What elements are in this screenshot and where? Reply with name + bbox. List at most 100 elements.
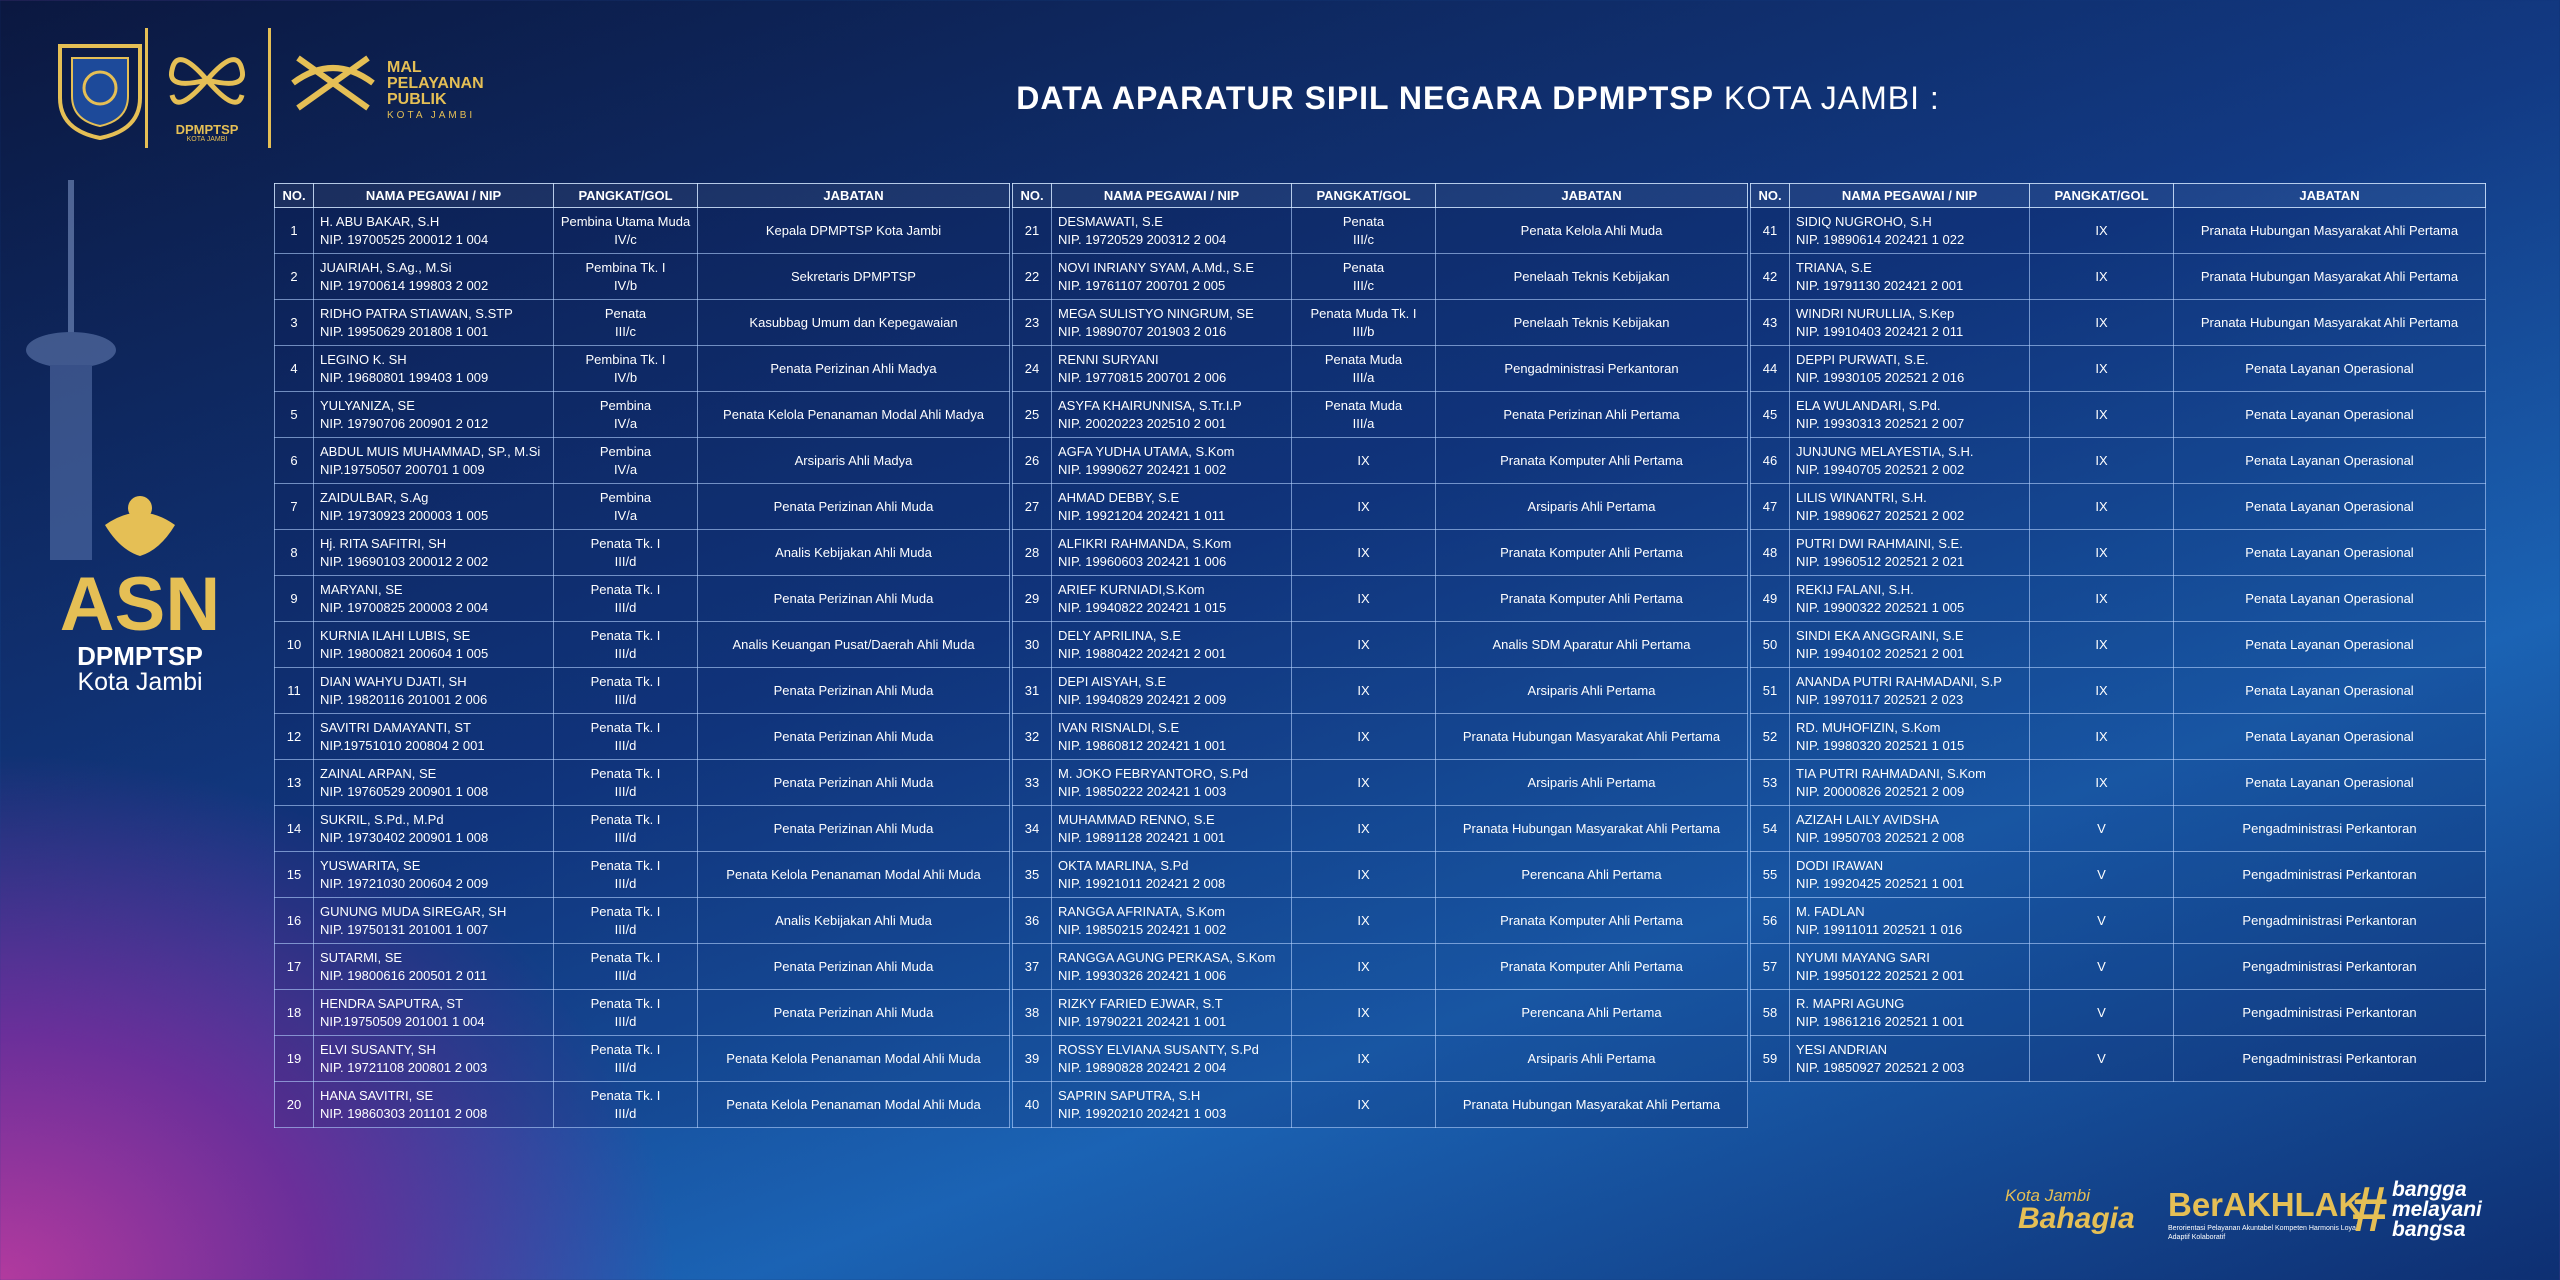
employee-nip: NIP. 19860812 202421 1 001 bbox=[1058, 737, 1227, 753]
employee-name: TRIANA, S.E bbox=[1796, 259, 1872, 275]
employee-nip: NIP. 19790221 202421 1 001 bbox=[1058, 1013, 1227, 1029]
employee-nip: NIP. 19890707 201903 2 016 bbox=[1058, 323, 1227, 339]
rank-line: IX bbox=[1357, 774, 1370, 790]
employee-name: R. MAPRI AGUNG bbox=[1796, 995, 1905, 1011]
rank-line: IX bbox=[2095, 498, 2108, 514]
rank-line: V bbox=[2097, 866, 2106, 882]
row-number: 13 bbox=[274, 759, 314, 806]
asn-text: ASN bbox=[59, 562, 221, 647]
employee-nip: NIP. 19910403 202421 2 011 bbox=[1796, 323, 1964, 339]
rank-cell: IX bbox=[1291, 1081, 1436, 1128]
staff-row: 33 M. JOKO FEBRYANTORO, S.Pd NIP. 19850222… bbox=[1012, 759, 1748, 806]
rank-line: Penata Tk. I bbox=[590, 719, 661, 735]
row-number: 26 bbox=[1012, 437, 1052, 484]
mpp-line: PUBLIK bbox=[387, 91, 447, 108]
employee-name: SAVITRI DAMAYANTI, ST bbox=[320, 719, 471, 735]
rank-line: IV/b bbox=[613, 277, 638, 293]
rank-line: Penata Tk. I bbox=[590, 535, 661, 551]
name-cell: TIA PUTRI RAHMADANI, S.Kom NIP. 20000826 … bbox=[1789, 759, 2030, 806]
position-cell: Pengadministrasi Perkantoran bbox=[2173, 989, 2486, 1036]
staff-table: NO. NAMA PEGAWAI / NIP PANGKAT/GOL JABATAN 2… bbox=[1012, 183, 1748, 1128]
name-cell: MUHAMMAD RENNO, S.E NIP. 19891128 202421 … bbox=[1051, 805, 1292, 852]
employee-nip: NIP. 19850222 202421 1 003 bbox=[1058, 783, 1227, 799]
rank-line: IX bbox=[2095, 590, 2108, 606]
rank-line: III/a bbox=[1352, 415, 1375, 431]
rank-line: V bbox=[2097, 912, 2106, 928]
employee-name: YULYANIZA, SE bbox=[320, 397, 415, 413]
rank-cell: Pembina IV/a bbox=[553, 391, 698, 438]
employee-nip: NIP. 19760529 200901 1 008 bbox=[320, 783, 489, 799]
rank-line: IX bbox=[1357, 958, 1370, 974]
rank-line: IX bbox=[2095, 452, 2108, 468]
employee-nip: NIP. 19920425 202521 1 001 bbox=[1796, 875, 1965, 891]
employee-name: KURNIA ILAHI LUBIS, SE bbox=[320, 627, 471, 643]
staff-row: 15 YUSWARITA, SE NIP. 19721030 200604 2 00… bbox=[274, 851, 1010, 898]
position-cell: Penelaah Teknis Kebijakan bbox=[1435, 253, 1748, 300]
row-number: 38 bbox=[1012, 989, 1052, 1036]
staff-row: 12 SAVITRI DAMAYANTI, ST NIP.19751010 2008… bbox=[274, 713, 1010, 760]
row-number: 42 bbox=[1750, 253, 1790, 300]
position-cell: Pranata Komputer Ahli Pertama bbox=[1435, 943, 1748, 990]
employee-nip: NIP. 19890828 202421 2 004 bbox=[1058, 1059, 1227, 1075]
row-number: 43 bbox=[1750, 299, 1790, 346]
name-cell: DEPPI PURWATI, S.E. NIP. 19930105 202521 … bbox=[1789, 345, 2030, 392]
employee-name: GUNUNG MUDA SIREGAR, SH bbox=[320, 903, 507, 919]
staff-row: 41 SIDIQ NUGROHO, S.H NIP. 19890614 202421… bbox=[1750, 207, 2486, 254]
staff-row: 47 LILIS WINANTRI, S.H. NIP. 19890627 2025… bbox=[1750, 483, 2486, 530]
employee-name: DELY APRILINA, S.E bbox=[1058, 627, 1182, 643]
position-cell: Pranata Hubungan Masyarakat Ahli Pertama bbox=[1435, 1081, 1748, 1128]
row-number: 41 bbox=[1750, 207, 1790, 254]
rank-cell: V bbox=[2029, 943, 2174, 990]
employee-name: IVAN RISNALDI, S.E bbox=[1058, 719, 1180, 735]
position-cell: Pranata Komputer Ahli Pertama bbox=[1435, 575, 1748, 622]
name-cell: YUSWARITA, SE NIP. 19721030 200604 2 009 bbox=[313, 851, 554, 898]
name-cell: WINDRI NURULLIA, S.Kep NIP. 19910403 2024… bbox=[1789, 299, 2030, 346]
name-cell: PUTRI DWI RAHMAINI, S.E. NIP. 19960512 20… bbox=[1789, 529, 2030, 576]
position-cell: Penata Layanan Operasional bbox=[2173, 391, 2486, 438]
rank-line: Penata Tk. I bbox=[590, 903, 661, 919]
berakhlak-sub: Berorientasi Pelayanan Akuntabel Kompete… bbox=[2168, 1225, 2358, 1241]
employee-nip: NIP. 19921011 202421 2 008 bbox=[1058, 875, 1226, 891]
row-number: 6 bbox=[274, 437, 314, 484]
position-cell: Penata Perizinan Ahli Muda bbox=[697, 805, 1010, 852]
staff-row: 44 DEPPI PURWATI, S.E. NIP. 19930105 20252… bbox=[1750, 345, 2486, 392]
employee-nip: NIP. 19860303 201101 2 008 bbox=[320, 1105, 488, 1121]
column-header: PANGKAT/GOL bbox=[2029, 183, 2174, 208]
rank-line: Pembina bbox=[599, 489, 652, 505]
rank-cell: Penata Tk. I III/d bbox=[553, 621, 698, 668]
rank-line: III/d bbox=[614, 1013, 637, 1029]
employee-name: RD. MUHOFIZIN, S.Kom bbox=[1796, 719, 1941, 735]
name-cell: ROSSY ELVIANA SUSANTY, S.Pd NIP. 19890828… bbox=[1051, 1035, 1292, 1082]
staff-row: 6 ABDUL MUIS MUHAMMAD, SP., M.Si NIP.19750… bbox=[274, 437, 1010, 484]
rank-line: Pembina Tk. I bbox=[585, 259, 666, 275]
position-cell: Pengadministrasi Perkantoran bbox=[2173, 851, 2486, 898]
employee-nip: NIP. 19700825 200003 2 004 bbox=[320, 599, 489, 615]
employee-name: WINDRI NURULLIA, S.Kep bbox=[1796, 305, 1955, 321]
position-cell: Penata Layanan Operasional bbox=[2173, 345, 2486, 392]
employee-name: ELVI SUSANTY, SH bbox=[320, 1041, 436, 1057]
employee-name: DEPI AISYAH, S.E bbox=[1058, 673, 1167, 689]
rank-cell: Pembina IV/a bbox=[553, 437, 698, 484]
rank-cell: Penata Tk. I III/d bbox=[553, 713, 698, 760]
name-cell: DIAN WAHYU DJATI, SH NIP. 19820116 201001… bbox=[313, 667, 554, 714]
name-cell: DODI IRAWAN NIP. 19920425 202521 1 001 bbox=[1789, 851, 2030, 898]
employee-name: Hj. RITA SAFITRI, SH bbox=[320, 535, 447, 551]
rank-cell: Penata Tk. I III/d bbox=[553, 575, 698, 622]
position-cell: Penata Layanan Operasional bbox=[2173, 667, 2486, 714]
employee-nip: NIP. 19890614 202421 1 022 bbox=[1796, 231, 1965, 247]
rank-line: IX bbox=[1357, 728, 1370, 744]
position-cell: Pranata Komputer Ahli Pertama bbox=[1435, 437, 1748, 484]
position-cell: Analis Kebijakan Ahli Muda bbox=[697, 897, 1010, 944]
name-cell: KURNIA ILAHI LUBIS, SE NIP. 19800821 2006… bbox=[313, 621, 554, 668]
staff-row: 30 DELY APRILINA, S.E NIP. 19880422 202421… bbox=[1012, 621, 1748, 668]
row-number: 4 bbox=[274, 345, 314, 392]
position-cell: Pranata Hubungan Masyarakat Ahli Pertama bbox=[1435, 805, 1748, 852]
rank-cell: Penata Muda III/a bbox=[1291, 391, 1436, 438]
staff-row: 56 M. FADLAN NIP. 19911011 202521 1 016 V Pe… bbox=[1750, 897, 2486, 944]
row-number: 16 bbox=[274, 897, 314, 944]
employee-name: REKIJ FALANI, S.H. bbox=[1796, 581, 1914, 597]
employee-nip: NIP. 19690103 200012 2 002 bbox=[320, 553, 489, 569]
rank-line: IX bbox=[1357, 912, 1370, 928]
name-cell: ABDUL MUIS MUHAMMAD, SP., M.Si NIP.197505… bbox=[313, 437, 554, 484]
employee-nip: NIP. 19960603 202421 1 006 bbox=[1058, 553, 1227, 569]
